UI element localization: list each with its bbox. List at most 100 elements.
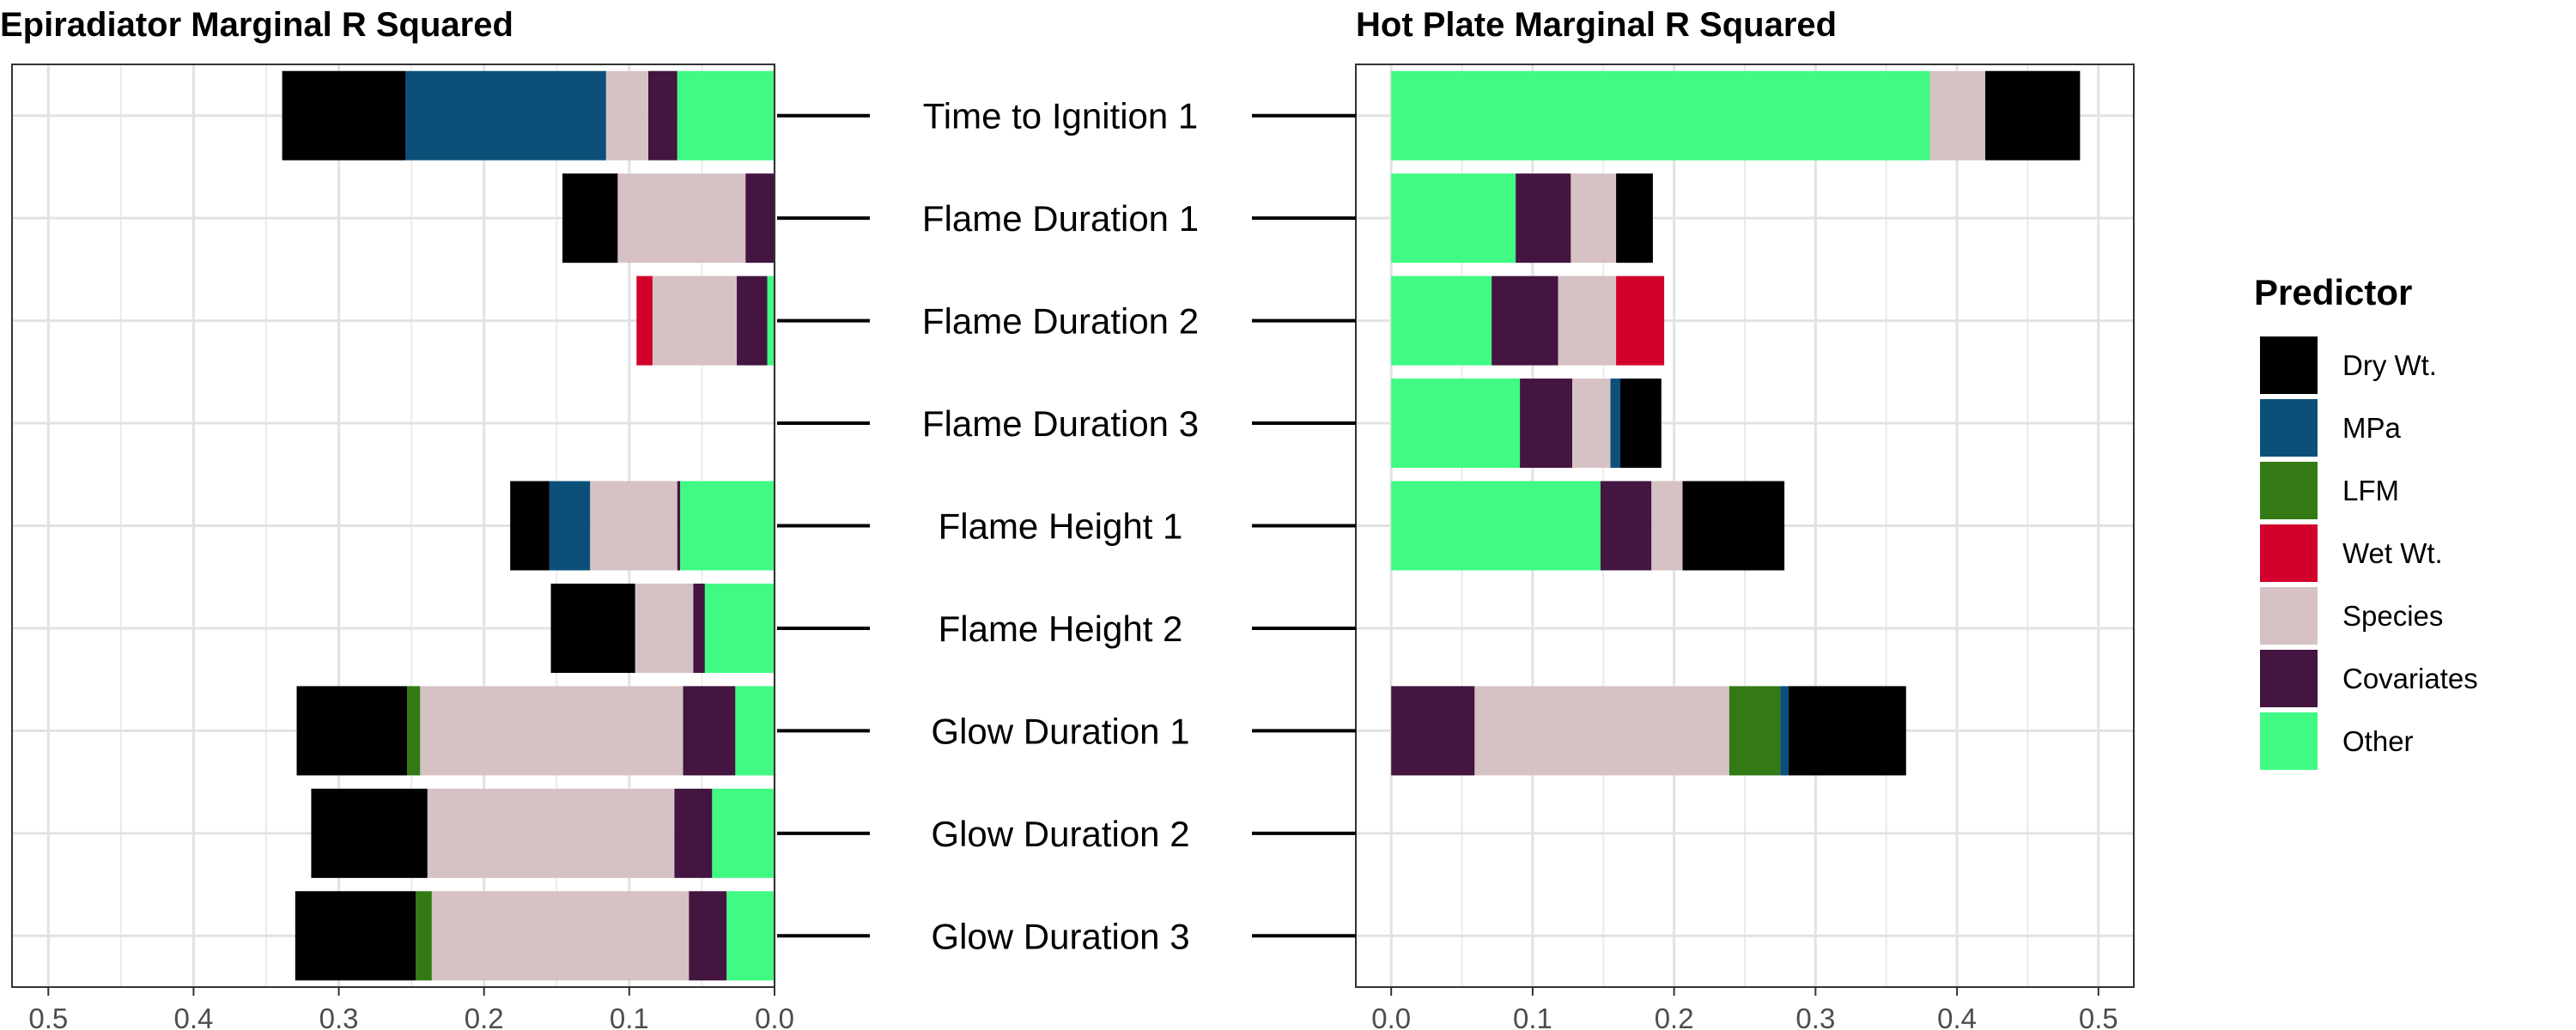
left-bar-segment: [311, 788, 428, 878]
legend: Predictor Dry Wt. MPa LFM Wet Wt. Species Cov…: [2254, 272, 2478, 770]
legend-title: Predictor: [2254, 272, 2412, 312]
left-bar-segment: [745, 173, 775, 264]
legend-swatch: [2260, 524, 2318, 582]
left-bar-segment: [677, 70, 775, 161]
right-bar-segment: [1728, 686, 1781, 776]
right-bar-segment: [1391, 276, 1492, 366]
legend-label: Species: [2342, 600, 2443, 632]
left-bar-segment: [296, 686, 408, 776]
left-bar-segment: [677, 481, 681, 571]
left-bar-segment: [636, 276, 653, 366]
right-bar-segment: [1391, 686, 1475, 776]
left-bar-segment: [737, 276, 768, 366]
left-bar-segment: [689, 891, 727, 981]
left-bar-segment: [550, 583, 635, 673]
left-x-tick-label: 0.0: [755, 1003, 794, 1030]
left-x-tick-label: 0.2: [465, 1003, 504, 1030]
right-panel: 0.0 0.1 0.2 0.3 0.4 0.5: [1355, 64, 2135, 1030]
left-bar-segment: [295, 891, 416, 981]
legend-label: LFM: [2342, 475, 2399, 506]
left-bar-segment: [282, 70, 406, 161]
left-bar-segment: [683, 686, 736, 776]
right-x-tick-label: 0.2: [1655, 1003, 1694, 1030]
right-bar-segment: [1929, 70, 1986, 161]
left-x-tick-label: 0.5: [28, 1003, 68, 1030]
legend-swatch: [2260, 587, 2318, 645]
category-labels: Time to Ignition 1 Flame Duration 1 Flame …: [777, 96, 1356, 956]
left-x-tick-label: 0.4: [173, 1003, 213, 1030]
left-bar-segment: [427, 788, 675, 878]
legend-label: Other: [2342, 725, 2414, 757]
legend-swatch: [2260, 712, 2318, 770]
right-bar-segment: [1682, 481, 1785, 571]
left-bar-segment: [416, 891, 432, 981]
right-bar-segment: [1600, 481, 1652, 571]
right-x-tick-label: 0.0: [1371, 1003, 1411, 1030]
left-bar-segment: [407, 686, 421, 776]
right-bar-segment: [1391, 173, 1516, 264]
right-bar-segment: [1391, 481, 1601, 571]
right-bar-segment: [1780, 686, 1789, 776]
legend-label: Dry Wt.: [2342, 349, 2437, 381]
left-bar-segment: [605, 70, 648, 161]
category-label: Glow Duration 1: [931, 711, 1189, 751]
left-bar-segment: [420, 686, 683, 776]
category-label: Flame Duration 3: [922, 403, 1199, 444]
right-bar-segment: [1516, 173, 1571, 264]
left-bar-segment: [510, 481, 550, 571]
right-bar-segment: [1616, 173, 1653, 264]
legend-swatch: [2260, 399, 2318, 457]
left-bar-segment: [635, 583, 694, 673]
left-bar-segment: [652, 276, 738, 366]
right-bar-segment: [1572, 379, 1611, 469]
left-bar-segment: [617, 173, 746, 264]
left-bar-segment: [405, 70, 606, 161]
left-bar-segment: [735, 686, 775, 776]
right-bar-segment: [1474, 686, 1729, 776]
left-x-tick-label: 0.3: [319, 1003, 359, 1030]
left-x-tick-label: 0.1: [610, 1003, 649, 1030]
right-bar-segment: [1520, 379, 1573, 469]
category-label: Flame Duration 2: [922, 301, 1199, 342]
category-label: Glow Duration 2: [931, 814, 1189, 854]
category-label: Flame Duration 1: [922, 198, 1199, 239]
category-label: Time to Ignition 1: [923, 96, 1199, 136]
legend-swatch: [2260, 650, 2318, 707]
left-bar-segment: [767, 276, 775, 366]
right-bar-segment: [1616, 276, 1665, 366]
right-bar-segment: [1391, 70, 1930, 161]
right-bar-segment: [1789, 686, 1906, 776]
category-label: Glow Duration 3: [931, 916, 1189, 956]
right-x-tick-label: 0.5: [2079, 1003, 2118, 1030]
left-bar-segment: [693, 583, 705, 673]
right-bar-segment: [1985, 70, 2081, 161]
left-bar-segment: [674, 788, 713, 878]
legend-swatch: [2260, 462, 2318, 519]
category-label: Flame Height 1: [939, 506, 1183, 547]
left-bar-segment: [704, 583, 775, 673]
legend-label: Covariates: [2342, 663, 2478, 694]
left-bar-segment: [712, 788, 775, 878]
right-bar-segment: [1620, 379, 1662, 469]
right-x-tick-label: 0.3: [1795, 1003, 1835, 1030]
legend-label: MPa: [2342, 412, 2402, 444]
left-bar-segment: [590, 481, 677, 571]
left-bar-segment: [562, 173, 618, 264]
right-bar-segment: [1391, 379, 1521, 469]
right-bar-segment: [1651, 481, 1683, 571]
left-panel: 0.5 0.4 0.3 0.2 0.1 0.0: [11, 64, 794, 1030]
legend-swatch: [2260, 336, 2318, 394]
left-bar-segment: [680, 481, 775, 571]
right-bar-segment: [1558, 276, 1617, 366]
right-x-tick-label: 0.4: [1937, 1003, 1977, 1030]
legend-label: Wet Wt.: [2342, 537, 2443, 569]
left-bar-segment: [549, 481, 591, 571]
left-bar-segment: [647, 70, 677, 161]
left-bar-segment: [726, 891, 775, 981]
category-label: Flame Height 2: [939, 609, 1183, 649]
right-bar-segment: [1610, 379, 1621, 469]
left-bar-segment: [431, 891, 690, 981]
right-bar-segment: [1492, 276, 1558, 366]
right-bar-segment: [1571, 173, 1617, 264]
